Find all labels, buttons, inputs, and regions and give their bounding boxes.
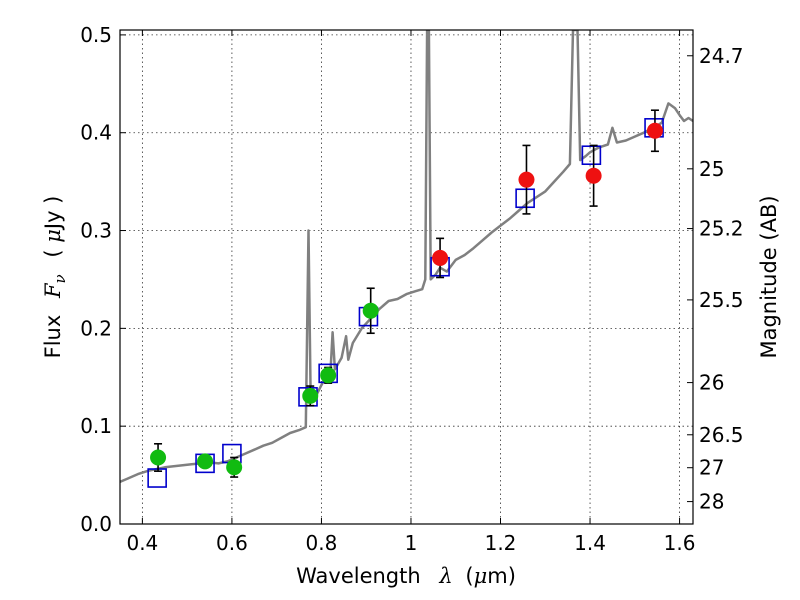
green-data-point — [197, 453, 214, 470]
y-tick-label: 0.1 — [80, 414, 112, 438]
x-axis-label-text: Wavelength — [296, 564, 421, 588]
x-axis-label-unit-rest: m) — [487, 564, 516, 588]
magnitude-tick-label: 25 — [699, 157, 724, 181]
x-tick-label: 0.8 — [306, 531, 338, 555]
axes-frame — [119, 29, 694, 525]
y-tick-label: 0.5 — [80, 23, 112, 47]
magnitude-tick-label: 27 — [699, 456, 724, 480]
y-axis-label-unit-rest: Jy ) — [41, 196, 65, 232]
x-axis-label-symbol: λ — [438, 564, 452, 588]
magnitude-tick-label: 25.2 — [699, 217, 744, 241]
x-tick-label: 1.6 — [664, 531, 696, 555]
red-data-point — [432, 249, 449, 266]
magnitude-tick-label: 24.7 — [699, 44, 744, 68]
grid-lines — [120, 30, 693, 525]
y-tick-label: 0.0 — [80, 512, 112, 536]
model-spectrum-line — [120, 30, 693, 484]
y-tick-label: 0.4 — [80, 121, 112, 145]
y-axis-label-symbol: F — [41, 282, 65, 299]
magnitude-tick-label: 28 — [699, 490, 724, 514]
green-data-point — [150, 449, 167, 466]
plot-area — [120, 30, 693, 488]
green-data-point — [302, 387, 319, 404]
red-data-point — [585, 167, 602, 184]
y-axis-label-unit-mu: μ — [41, 229, 65, 243]
magnitude-tick-label: 26.5 — [699, 423, 744, 447]
x-axis-label-unit-mu: μ — [474, 564, 488, 588]
x-tick-label: 1.2 — [485, 531, 517, 555]
y-axis-label-text: Flux — [41, 315, 65, 359]
red-data-point — [518, 171, 535, 188]
ticks: 0.4 0.6 0.8 1 1.2 1.4 1.6 0.0 0.1 0.2 0.3 0.4 0.5 24.… — [80, 23, 743, 555]
y-axis-label: Flux Fν ( μJy ) — [41, 196, 70, 359]
magnitude-axis-label: Magnitude (AB) — [757, 195, 781, 358]
magnitude-tick-label: 25.5 — [699, 288, 744, 312]
red-data-point — [646, 122, 663, 139]
green-data-point — [226, 459, 243, 476]
x-tick-label: 0.4 — [126, 531, 158, 555]
y-axis-label-unit-open: ( — [41, 243, 65, 258]
x-axis-label-unit-open: ( — [465, 564, 473, 588]
plot-content — [120, 30, 693, 488]
magnitude-tick-label: 26 — [699, 371, 724, 395]
x-axis-label: Wavelength λ (μm) — [296, 564, 516, 588]
x-tick-label: 1.4 — [574, 531, 606, 555]
model-photometry-square — [147, 468, 167, 488]
y-axis-label-subscript: ν — [51, 274, 69, 283]
model-photometry-square — [515, 188, 535, 209]
y-tick-label: 0.2 — [80, 316, 112, 340]
green-data-point — [320, 367, 337, 384]
x-tick-label: 1 — [405, 531, 418, 555]
x-tick-label: 0.6 — [216, 531, 248, 555]
y-tick-label: 0.3 — [80, 219, 112, 243]
green-data-point — [362, 302, 379, 319]
